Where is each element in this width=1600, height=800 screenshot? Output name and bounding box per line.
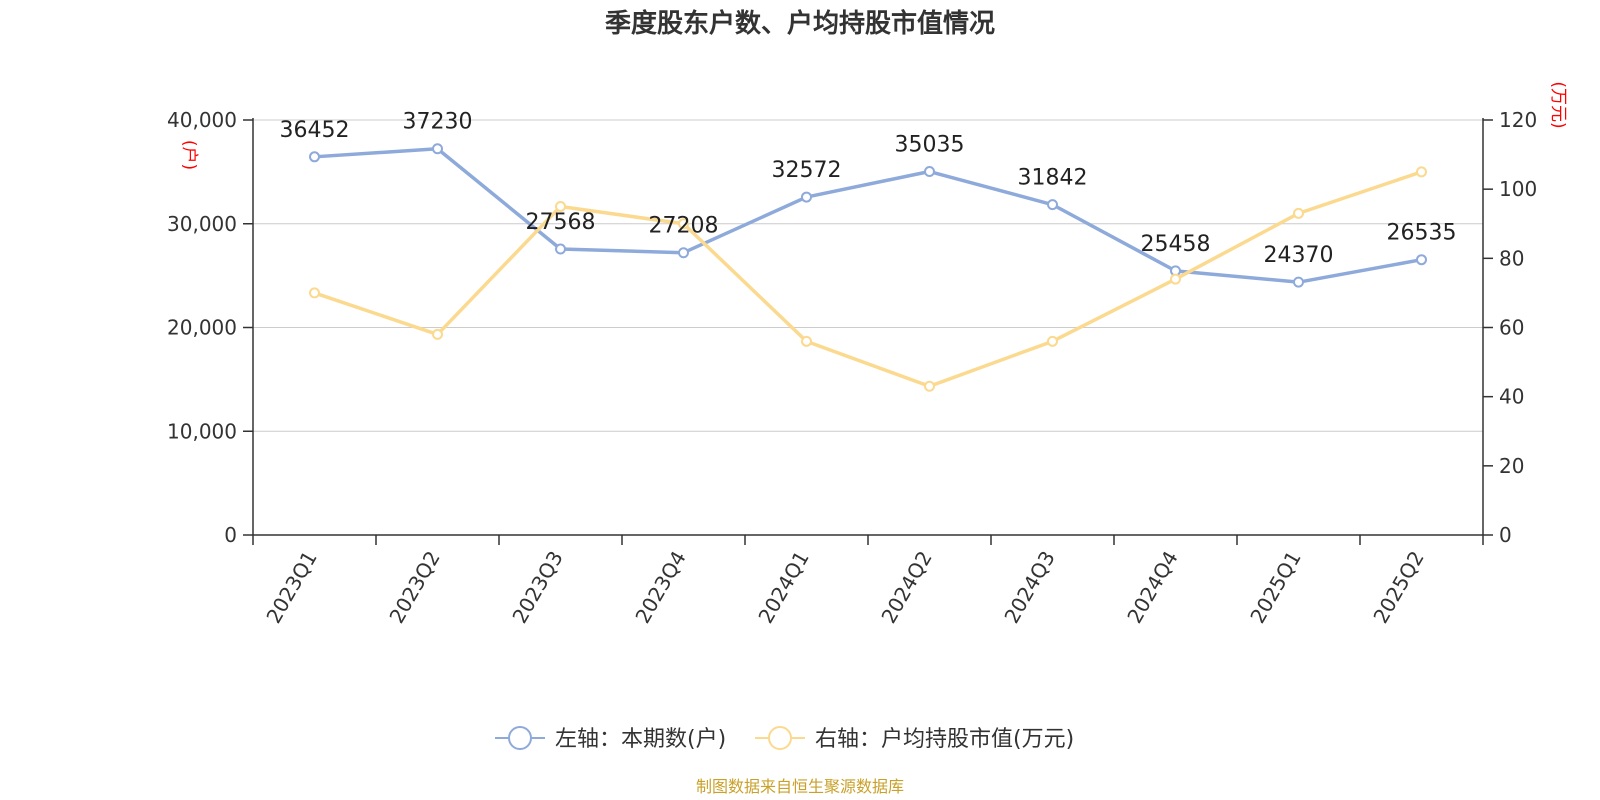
series-layer xyxy=(309,143,1427,392)
data-point xyxy=(801,335,812,347)
x-axis-tick-label: 2023Q1 xyxy=(261,547,321,628)
right-axis-unit: (万元) xyxy=(1548,81,1568,128)
left-axis-tick-label: 10,000 xyxy=(167,419,237,443)
data-point xyxy=(801,191,812,203)
series-line-avg-holding-value xyxy=(313,170,1423,389)
x-axis-tick-label: 2024Q1 xyxy=(753,547,813,628)
left-axis-tick-label: 30,000 xyxy=(167,212,237,236)
x-axis-tick-label: 2024Q2 xyxy=(876,547,936,628)
data-point xyxy=(678,218,689,230)
data-label: 35035 xyxy=(895,133,965,158)
data-label: 27208 xyxy=(649,214,719,239)
data-label: 24370 xyxy=(1264,243,1334,268)
x-axis-tick-label: 2023Q4 xyxy=(630,547,690,628)
data-point xyxy=(555,243,566,255)
data-point xyxy=(1170,273,1181,285)
right-axis-tick-label: 120 xyxy=(1499,108,1537,132)
data-point xyxy=(1416,254,1427,266)
right-axis-tick-label: 60 xyxy=(1499,316,1524,340)
grid-lines xyxy=(253,119,1483,432)
right-axis-tick-label: 80 xyxy=(1499,246,1524,270)
legend-label: 左轴：本期数(户) xyxy=(555,727,726,752)
data-point xyxy=(1047,199,1058,211)
left-axis-tick-label: 0 xyxy=(224,523,237,547)
data-point xyxy=(678,247,689,259)
series-line-holder-count xyxy=(314,146,1422,284)
data-point xyxy=(1416,166,1427,178)
data-point xyxy=(924,380,935,392)
data-point xyxy=(309,151,320,163)
left-axis-tick-label: 20,000 xyxy=(167,316,237,340)
x-axis-tick-label: 2023Q3 xyxy=(507,547,567,628)
data-label: 31842 xyxy=(1018,166,1088,191)
right-axis-tick-label: 100 xyxy=(1499,177,1537,201)
data-point xyxy=(432,143,443,155)
data-label: 37230 xyxy=(403,110,473,135)
data-label: 32572 xyxy=(772,158,842,183)
chart-title: 季度股东户数、户均持股市值情况 xyxy=(605,8,995,39)
left-axis-unit: (户) xyxy=(179,140,199,170)
data-point xyxy=(309,287,320,299)
data-label: 26535 xyxy=(1387,221,1457,246)
data-point xyxy=(1047,335,1058,347)
left-axis-tick-label: 40,000 xyxy=(167,108,237,132)
data-label: 25458 xyxy=(1141,232,1211,257)
right-axis-tick-label: 0 xyxy=(1499,523,1512,547)
x-axis-tick-label: 2025Q2 xyxy=(1368,547,1428,628)
x-axis-tick-label: 2025Q1 xyxy=(1245,547,1305,628)
legend-swatch-marker xyxy=(508,726,532,750)
data-label: 36452 xyxy=(280,118,350,143)
legend: 左轴：本期数(户) 右轴：户均持股市值(万元) xyxy=(495,726,1074,752)
data-point xyxy=(555,200,566,212)
data-labels: 36452 37230 27568 27208 32572 35035 31842 25458… xyxy=(280,110,1457,268)
right-axis-tick-label: 20 xyxy=(1499,454,1524,478)
data-point xyxy=(1293,207,1304,219)
source-note: 制图数据来自恒生聚源数据库 xyxy=(696,777,904,796)
x-axis-tick-label: 2023Q2 xyxy=(384,547,444,628)
axes: 0 10,000 20,000 30,000 40,000 (户) 0 20 40 60 80 100… xyxy=(167,81,1568,627)
x-axis-tick-label: 2024Q4 xyxy=(1122,547,1182,628)
data-label: 27568 xyxy=(526,210,596,235)
data-point xyxy=(924,166,935,178)
data-point xyxy=(1293,276,1304,288)
x-axis-tick-label: 2024Q3 xyxy=(999,547,1059,628)
data-point xyxy=(432,328,443,340)
legend-swatch-marker xyxy=(768,726,792,750)
legend-label: 右轴：户均持股市值(万元) xyxy=(815,727,1074,752)
right-axis-tick-label: 40 xyxy=(1499,385,1524,409)
